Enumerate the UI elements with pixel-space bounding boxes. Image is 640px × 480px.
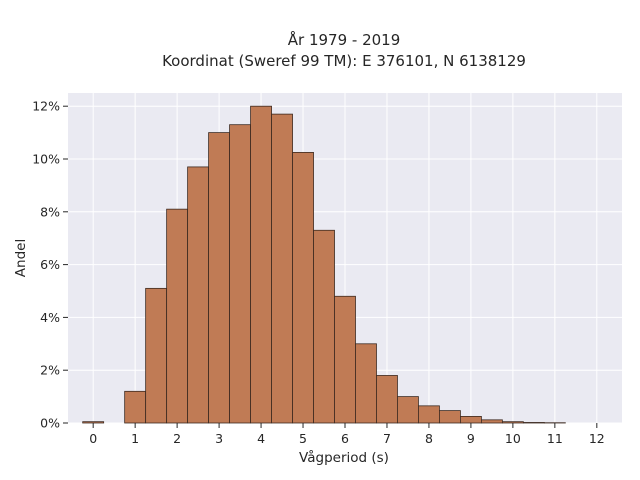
bars bbox=[82, 105, 566, 424]
y-axis-ticks: 0% 2% 4% 6% 8% 10% 12% bbox=[32, 99, 68, 431]
y-axis-label: Andel bbox=[13, 239, 29, 277]
histogram-bar bbox=[313, 229, 335, 424]
x-axis-ticks: 0 1 2 3 4 5 6 7 8 9 10 11 12 bbox=[89, 423, 605, 446]
x-tick-label: 4 bbox=[257, 431, 265, 446]
x-tick-label: 5 bbox=[299, 431, 307, 446]
histogram-bar bbox=[229, 124, 251, 424]
x-tick-label: 10 bbox=[505, 431, 521, 446]
y-tick-label: 6% bbox=[40, 257, 60, 272]
x-tick-label: 7 bbox=[383, 431, 391, 446]
x-tick-label: 11 bbox=[547, 431, 563, 446]
histogram-bar bbox=[481, 419, 503, 424]
histogram-bar bbox=[124, 390, 147, 424]
x-tick-label: 9 bbox=[467, 431, 475, 446]
histogram-bar bbox=[501, 421, 524, 424]
x-tick-label: 0 bbox=[89, 431, 97, 446]
histogram-bar bbox=[376, 375, 398, 424]
histogram-bar bbox=[208, 132, 230, 424]
x-tick-label: 1 bbox=[131, 431, 139, 446]
y-tick-label: 10% bbox=[32, 152, 60, 167]
histogram-bar bbox=[418, 405, 440, 424]
histogram-bar bbox=[397, 396, 419, 424]
y-tick-label: 8% bbox=[40, 204, 60, 219]
chart-title: År 1979 - 2019 bbox=[288, 30, 401, 49]
x-tick-label: 8 bbox=[425, 431, 433, 446]
histogram-bar bbox=[82, 421, 105, 424]
y-tick-label: 2% bbox=[40, 363, 60, 378]
x-axis-label: Vågperiod (s) bbox=[299, 449, 389, 466]
y-tick-label: 4% bbox=[40, 310, 60, 325]
histogram-bar bbox=[292, 151, 314, 424]
histogram-bar bbox=[250, 105, 272, 424]
x-tick-label: 12 bbox=[589, 431, 605, 446]
histogram-bar bbox=[355, 343, 377, 424]
histogram-bar bbox=[271, 113, 293, 424]
y-tick-label: 12% bbox=[32, 99, 60, 114]
x-tick-label: 3 bbox=[215, 431, 223, 446]
y-tick-label: 0% bbox=[40, 416, 60, 431]
x-tick-label: 6 bbox=[341, 431, 349, 446]
x-tick-label: 2 bbox=[173, 431, 181, 446]
histogram-bar bbox=[334, 295, 356, 424]
histogram-bar bbox=[145, 287, 168, 424]
histogram-bar bbox=[522, 422, 545, 424]
histogram-bar bbox=[460, 415, 482, 424]
chart-subtitle: Koordinat (Sweref 99 TM): E 376101, N 61… bbox=[162, 52, 526, 70]
histogram-bar bbox=[166, 208, 189, 424]
histogram-bar bbox=[187, 166, 209, 424]
histogram-bar bbox=[439, 410, 461, 424]
